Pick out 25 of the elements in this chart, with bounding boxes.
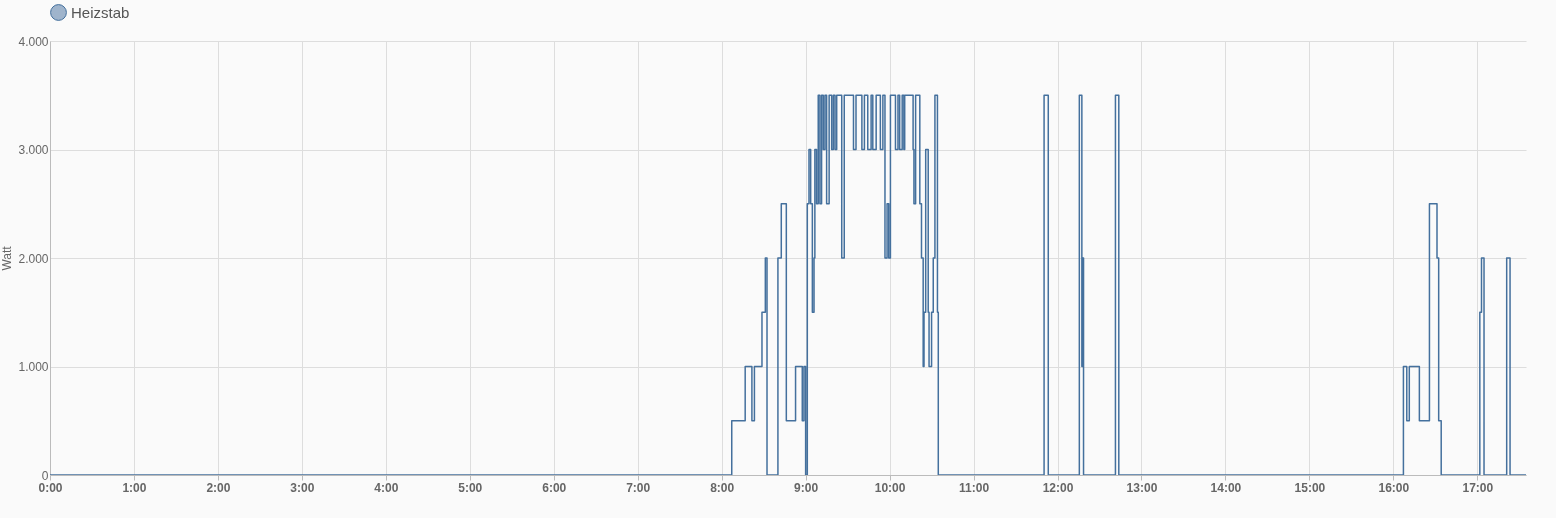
y-tick-label: 4.000 — [18, 34, 49, 49]
x-tick-label: 14:00 — [1210, 480, 1242, 495]
y-tick-label: 0 — [41, 468, 49, 483]
y-tick-label: 1.000 — [18, 360, 49, 374]
x-tick-label: 8:00 — [710, 480, 735, 495]
y-tick-label: 3.000 — [18, 143, 49, 157]
x-tick-label: 5:00 — [458, 480, 483, 495]
y-axis-title: Watt — [0, 245, 15, 271]
x-tick-label: 4:00 — [374, 480, 399, 495]
x-tick-label: 12:00 — [1042, 480, 1074, 495]
x-tick-label: 10:00 — [874, 480, 906, 495]
x-tick-label: 6:00 — [542, 480, 567, 495]
x-tick-label: 9:00 — [794, 480, 819, 495]
x-tick-label: 11:00 — [959, 480, 990, 495]
x-tick-label: 16:00 — [1378, 480, 1410, 495]
y-tick-label: 2.000 — [18, 251, 49, 266]
x-tick-label: 0:00 — [38, 480, 63, 495]
x-tick-label: 17:00 — [1462, 480, 1494, 495]
x-tick-label: 15:00 — [1294, 480, 1326, 495]
legend-label: Heizstab — [71, 3, 130, 21]
x-tick-label: 2:00 — [206, 480, 231, 495]
x-tick-label: 7:00 — [626, 480, 651, 495]
x-tick-label: 1:00 — [122, 480, 147, 495]
x-tick-label: 13:00 — [1126, 480, 1158, 495]
x-tick-label: 3:00 — [290, 480, 315, 495]
